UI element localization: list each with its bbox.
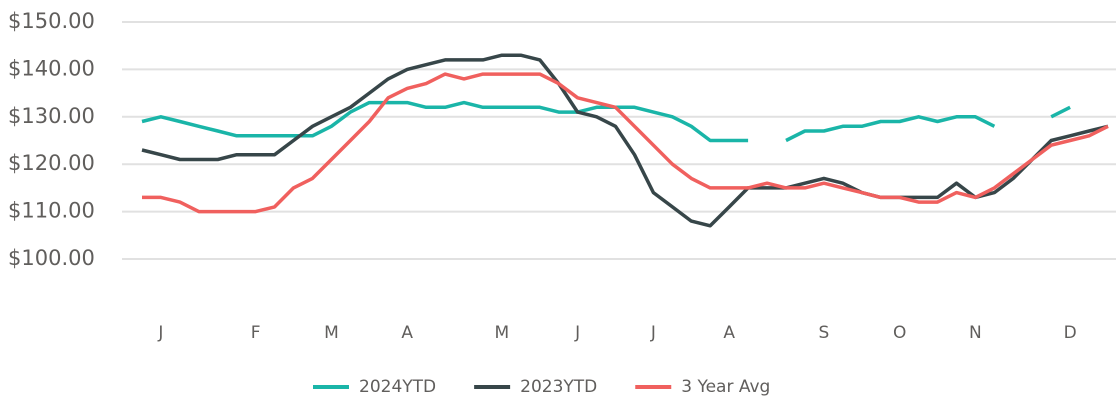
legend-label: 2023YTD	[520, 377, 597, 397]
x-tick-label: A	[723, 323, 735, 343]
x-tick-label: D	[1064, 323, 1077, 343]
series-line	[142, 72, 1109, 214]
x-tick-label: J	[574, 323, 580, 343]
x-tick-label: O	[893, 323, 906, 343]
legend-label: 2024YTD	[359, 377, 436, 397]
y-tick-label: $150.00	[8, 9, 95, 33]
series-line	[141, 53, 1109, 228]
x-tick-label: S	[818, 323, 829, 343]
y-tick-label: $140.00	[8, 56, 95, 80]
y-tick-label: $100.00	[8, 246, 95, 270]
x-tick-label: J	[650, 323, 656, 343]
x-tick-label: F	[251, 323, 261, 343]
y-tick-label: $110.00	[8, 199, 95, 223]
x-tick-label: M	[495, 323, 510, 343]
series-line	[141, 100, 1071, 143]
x-tick-label: N	[969, 323, 982, 343]
x-tick-label: M	[324, 323, 339, 343]
y-tick-label: $120.00	[8, 151, 95, 175]
y-tick-label: $130.00	[8, 104, 95, 128]
legend-label: 3 Year Avg	[681, 377, 770, 397]
x-tick-label: A	[401, 323, 413, 343]
x-tick-label: J	[157, 323, 163, 343]
